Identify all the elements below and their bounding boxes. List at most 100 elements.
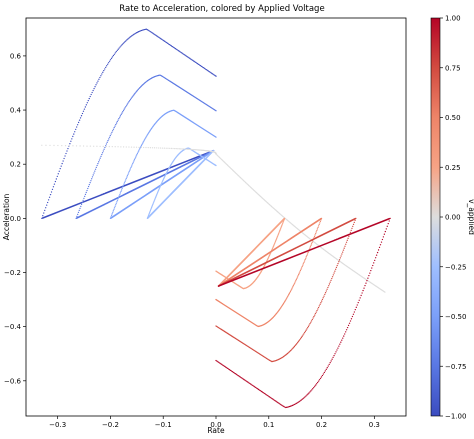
- data-point-series-2: [137, 150, 140, 152]
- data-point-series-7: [310, 321, 312, 323]
- y-tick-label: 0.2: [10, 161, 21, 169]
- data-point-series-8: [257, 388, 260, 391]
- data-point-series-8: [334, 353, 336, 355]
- data-point-series-0: [97, 80, 99, 82]
- data-point-series-8: [308, 392, 310, 394]
- data-point-series-8: [233, 372, 236, 374]
- data-point-series-0: [206, 69, 208, 71]
- data-point-series-0: [134, 33, 136, 35]
- data-point-series-1: [89, 182, 91, 184]
- data-point-series-4: [79, 145, 81, 147]
- data-point-series-1: [111, 131, 113, 134]
- data-point-series-0: [188, 57, 190, 59]
- data-point-series-7: [335, 266, 338, 269]
- data-point-series-7: [322, 297, 324, 299]
- data-point-series-8: [270, 397, 272, 399]
- data-point-series-0: [83, 108, 86, 110]
- data-point-series-5: [281, 224, 283, 226]
- data-point-series-7: [328, 283, 331, 285]
- data-point-series-0: [44, 209, 46, 212]
- data-point-series-4: [68, 145, 70, 147]
- data-point-series-7: [314, 312, 317, 315]
- data-point-series-6: [298, 273, 300, 276]
- data-point-series-1: [130, 97, 132, 99]
- data-point-series-1: [115, 123, 117, 126]
- data-point-series-7: [313, 315, 315, 318]
- data-point-series-8: [241, 377, 243, 379]
- data-point-series-2: [123, 182, 126, 184]
- data-point-series-0: [81, 112, 84, 115]
- data-point-series-1: [136, 89, 139, 91]
- data-point-series-2: [114, 205, 116, 207]
- data-point-series-2: [118, 195, 120, 197]
- data-point-series-4: [41, 144, 43, 146]
- data-point-series-1: [110, 133, 112, 135]
- data-point-series-8: [235, 373, 237, 375]
- data-point-series-8: [329, 362, 331, 364]
- data-point-series-4: [156, 147, 158, 149]
- data-point-series-0: [106, 65, 108, 67]
- data-point-series-8: [244, 379, 246, 381]
- data-point-series-0: [49, 193, 52, 196]
- data-point-series-8: [357, 301, 359, 304]
- data-point-series-8: [217, 361, 219, 363]
- data-point-series-7: [290, 349, 293, 351]
- data-point-series-2: [130, 165, 133, 167]
- data-point-series-1: [135, 91, 137, 93]
- data-point-series-2: [139, 146, 142, 149]
- y-tick-label: 0.4: [10, 107, 22, 115]
- colorbar-tick-label: −1.00: [445, 413, 466, 421]
- data-point-series-0: [98, 78, 100, 80]
- data-point-series-0: [104, 68, 106, 70]
- data-point-series-3: [215, 164, 217, 167]
- data-point-series-4: [145, 146, 147, 149]
- data-point-series-6: [305, 257, 307, 259]
- data-point-series-0: [173, 47, 176, 49]
- data-point-series-8: [315, 384, 317, 386]
- data-point-series-7: [292, 347, 294, 349]
- data-point-series-8: [253, 385, 255, 387]
- data-point-series-8: [220, 363, 222, 365]
- data-point-series-4: [177, 148, 179, 150]
- data-point-series-8: [240, 376, 242, 379]
- data-point-series-0: [55, 178, 57, 180]
- x-tick-label: 0.0: [210, 421, 221, 429]
- data-point-series-8: [261, 391, 264, 393]
- data-point-series-4: [117, 146, 119, 148]
- data-point-series-6: [285, 298, 288, 300]
- y-axis-label: Acceleration: [2, 193, 11, 240]
- data-point-series-8: [384, 230, 386, 233]
- colorbar-tick-label: 0.00: [445, 214, 461, 222]
- data-point-series-8: [361, 292, 363, 294]
- data-point-series-4: [163, 147, 166, 149]
- data-point-series-2: [125, 177, 127, 180]
- data-point-series-0: [51, 188, 54, 191]
- data-point-series-8: [327, 365, 329, 367]
- data-point-series-6: [307, 251, 309, 254]
- data-point-series-4: [161, 147, 164, 149]
- data-point-series-0: [172, 46, 175, 48]
- data-point-series-2: [119, 192, 122, 194]
- data-point-series-7: [332, 274, 334, 276]
- data-point-series-1: [107, 139, 109, 142]
- data-point-series-1: [86, 189, 88, 192]
- data-point-series-7: [323, 295, 325, 297]
- data-point-series-8: [263, 392, 266, 395]
- data-point-series-7: [316, 309, 318, 312]
- data-point-series-2: [122, 184, 124, 187]
- data-point-series-4: [133, 146, 135, 148]
- data-point-series-1: [93, 172, 95, 174]
- data-point-series-8: [272, 398, 274, 400]
- data-point-series-0: [66, 150, 68, 152]
- data-point-series-2: [115, 204, 117, 206]
- data-point-series-6: [314, 234, 316, 236]
- data-point-series-1: [215, 110, 217, 112]
- data-point-series-3: [150, 207, 152, 210]
- data-point-series-7: [312, 317, 314, 319]
- data-point-series-5: [283, 217, 286, 220]
- data-point-series-7: [331, 276, 334, 278]
- data-point-series-4: [57, 144, 59, 147]
- data-point-series-0: [189, 57, 191, 60]
- data-point-series-3: [148, 212, 150, 215]
- data-point-series-7: [304, 330, 307, 333]
